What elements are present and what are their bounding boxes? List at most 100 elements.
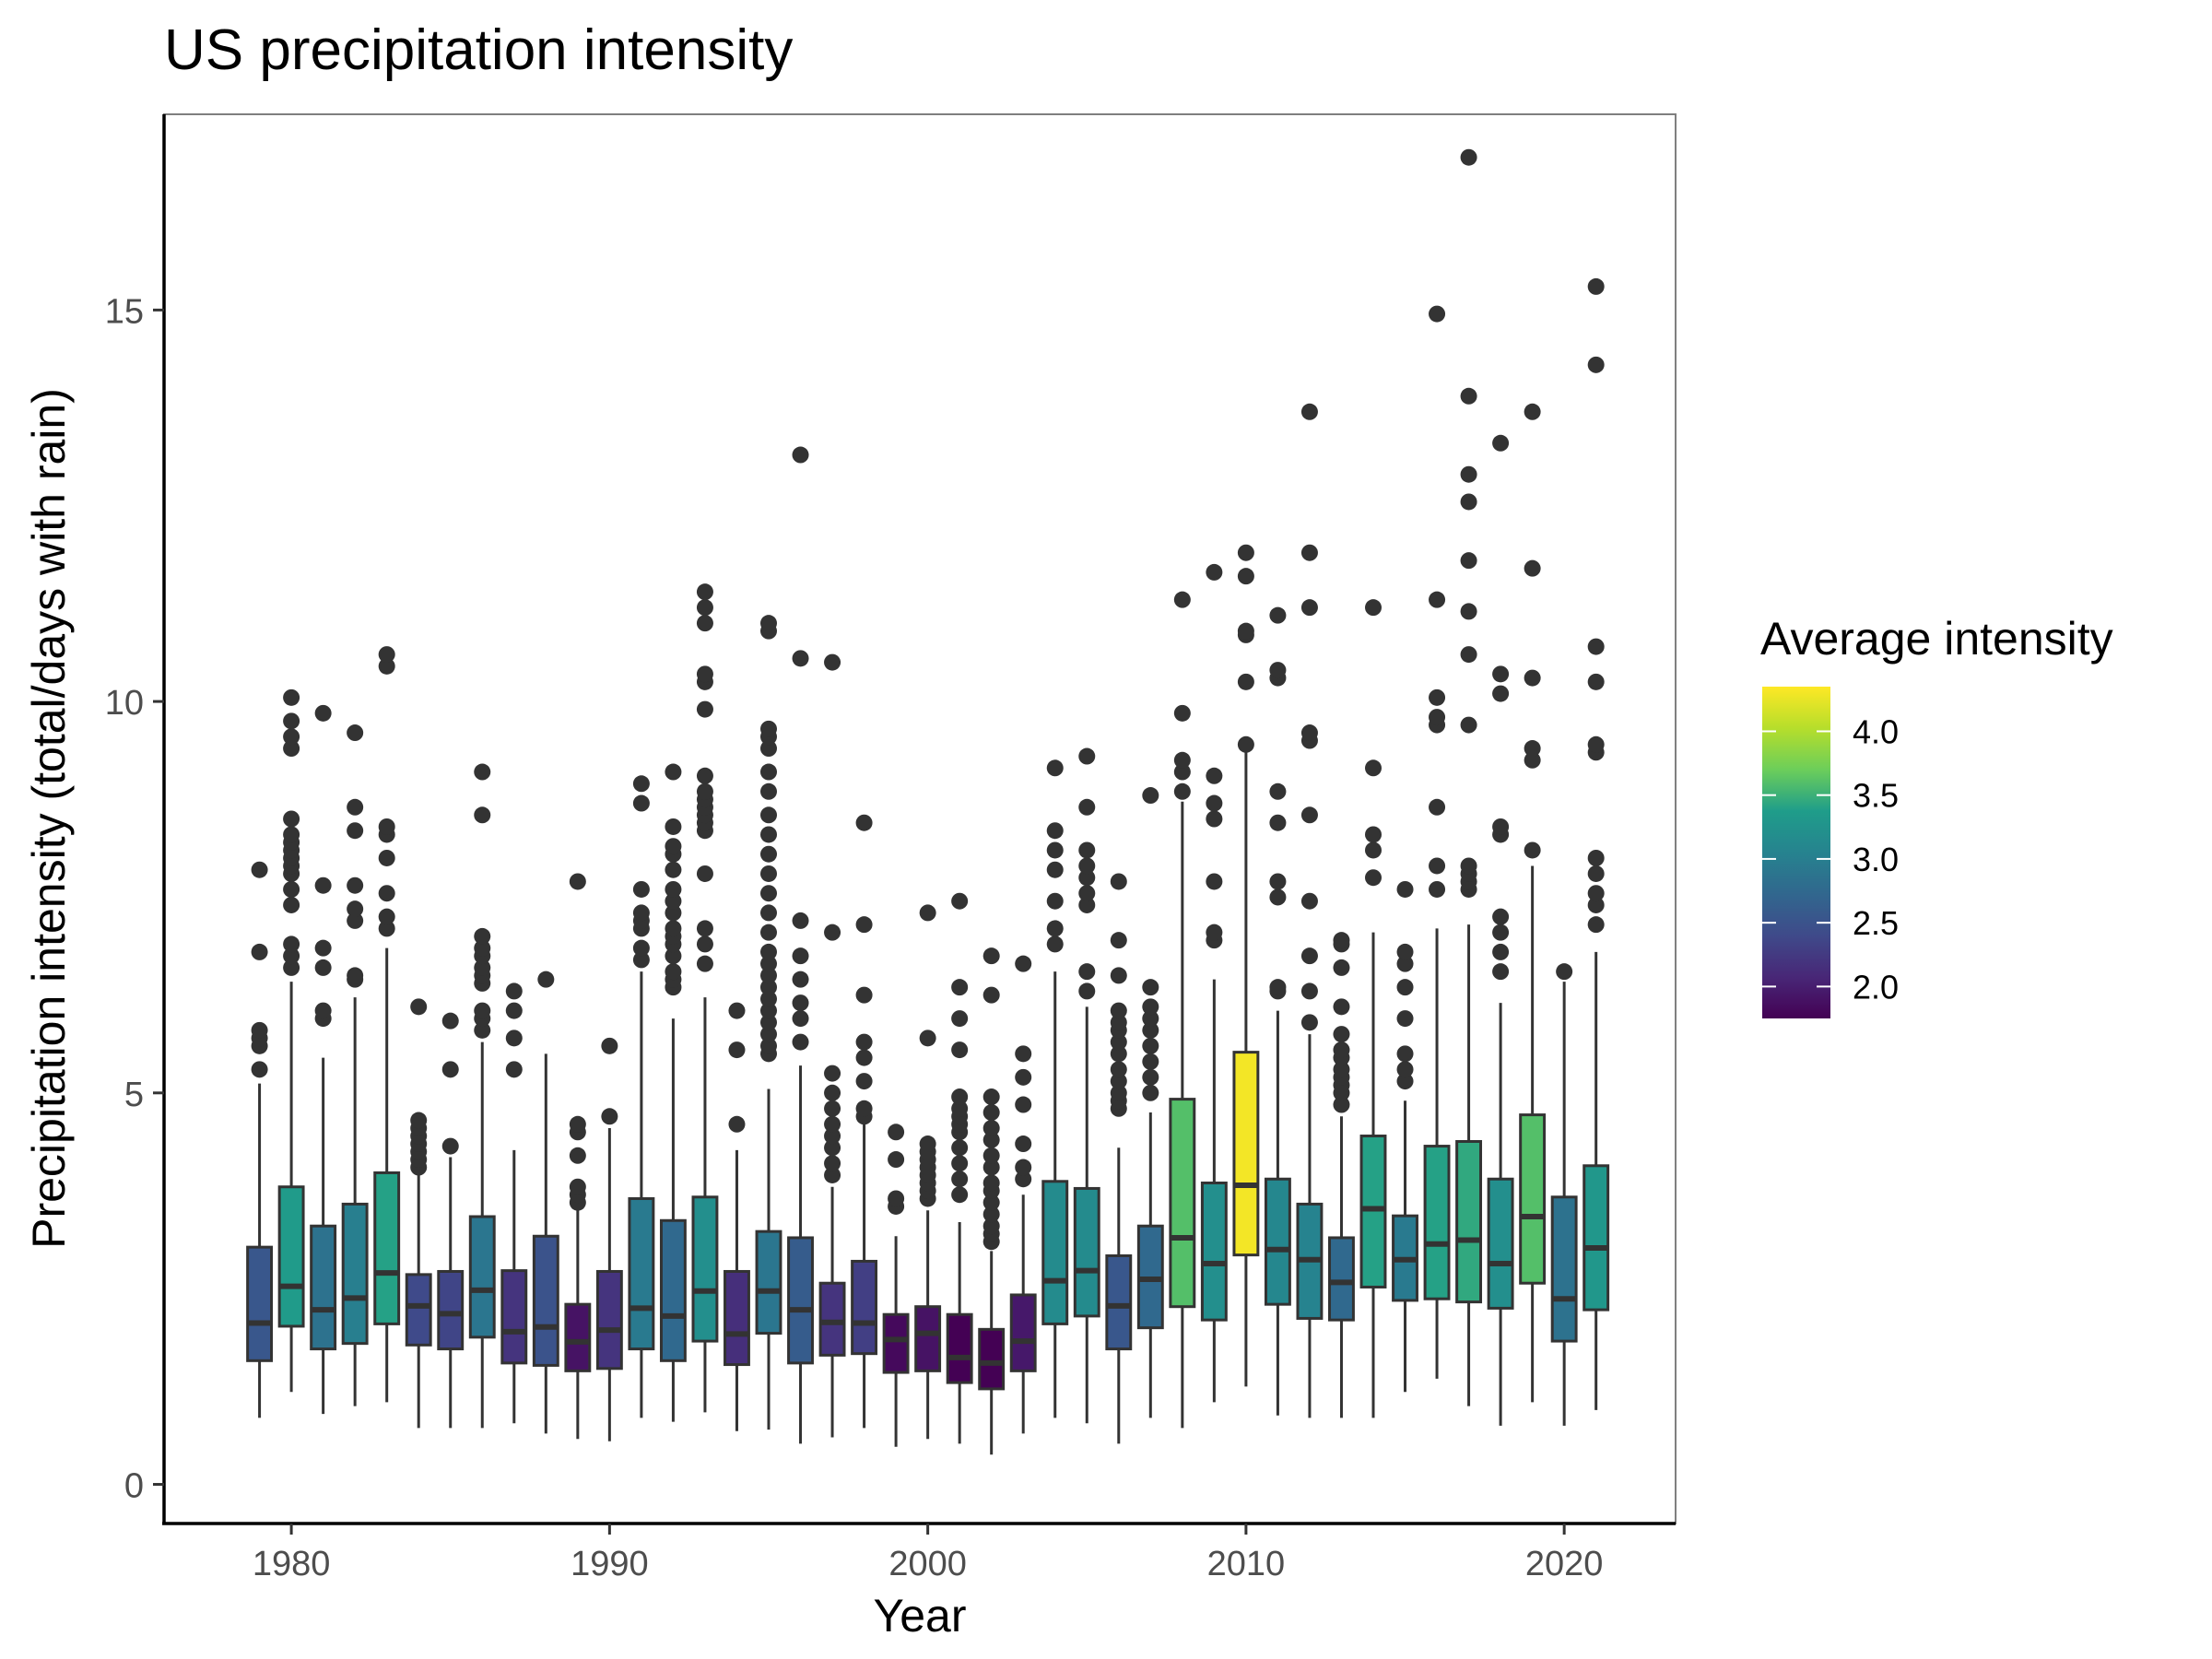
outlier-point [982, 1218, 1000, 1235]
outlier-point [1460, 603, 1477, 620]
box-body [1232, 1051, 1260, 1257]
box-body [914, 1305, 942, 1372]
box-body [1550, 1195, 1578, 1343]
outlier-point [1269, 888, 1287, 906]
outlier-point [696, 865, 713, 882]
outlier-point [1110, 1084, 1127, 1101]
outlier-point [474, 959, 491, 976]
outlier-point [824, 653, 841, 671]
outlier-point [1492, 665, 1510, 683]
box-body [564, 1302, 592, 1372]
outlier-point [1396, 1010, 1414, 1028]
outlier-point [1046, 759, 1064, 777]
x-axis-ticks: 1980 1990 2000 2010 2020 [253, 1524, 1603, 1583]
outlier-point [824, 1166, 841, 1183]
outlier-point [696, 700, 713, 718]
outlier-point [1046, 822, 1064, 840]
outlier-point [760, 955, 777, 972]
outlier-point [951, 892, 969, 910]
outlier-point [1269, 873, 1287, 890]
outlier-point [1110, 1073, 1127, 1090]
box-body [532, 1234, 559, 1367]
outlier-point [1429, 688, 1446, 706]
outlier-point [1460, 646, 1477, 664]
outlier-point [696, 583, 713, 601]
outlier-point [347, 724, 364, 742]
outlier-point [665, 880, 682, 898]
outlier-point [760, 845, 777, 863]
outlier-point [378, 920, 395, 937]
outlier-point [1078, 982, 1096, 1000]
box-1979 [246, 861, 274, 1418]
outlier-point [665, 963, 682, 981]
outlier-point [824, 924, 841, 941]
outlier-point [1492, 963, 1510, 981]
box-1986 [468, 763, 496, 1429]
outlier-point [632, 939, 650, 957]
outlier-point [855, 1073, 873, 1090]
x-tick-label: 1980 [253, 1545, 331, 1583]
box-2016 [1423, 305, 1451, 1379]
outlier-point [251, 1021, 268, 1039]
outlier-point [824, 1155, 841, 1172]
outlier-point [760, 885, 777, 902]
outlier-point [1237, 568, 1254, 585]
outlier-point [1110, 1014, 1127, 1031]
box-body [500, 1269, 528, 1365]
outlier-point [1396, 955, 1414, 972]
box-body [659, 1218, 687, 1362]
outlier-point [283, 959, 300, 976]
outlier-point [824, 1084, 841, 1101]
box-1999 [882, 1124, 910, 1447]
outlier-point [601, 1108, 618, 1125]
outlier-point [505, 1061, 523, 1078]
outlier-point [1015, 1045, 1032, 1063]
box-body [437, 1269, 465, 1351]
outlier-point [1015, 1068, 1032, 1086]
legend-ticks: 2.0 2.5 3.0 3.5 4.0 [1762, 712, 1899, 1006]
outlier-point [1300, 403, 1318, 420]
x-axis-title: Year [873, 1590, 966, 1641]
outlier-point [888, 1124, 905, 1141]
outlier-point [665, 892, 682, 910]
outlier-point [474, 1021, 491, 1039]
outlier-point [1269, 814, 1287, 831]
outlier-point [1015, 1096, 1032, 1113]
outlier-point [505, 1030, 523, 1047]
outlier-point [378, 885, 395, 902]
outlier-point [283, 947, 300, 965]
box-1988 [532, 971, 559, 1434]
outlier-point [919, 904, 936, 922]
outlier-point [1300, 544, 1318, 561]
outlier-point [665, 947, 682, 965]
outlier-point [1046, 841, 1064, 859]
box-2000 [914, 904, 942, 1440]
box-body [1009, 1293, 1037, 1372]
outlier-point [1300, 599, 1318, 617]
outlier-point [474, 939, 491, 957]
outlier-point [1524, 669, 1541, 687]
box-body [1519, 1113, 1547, 1285]
outlier-point [1492, 685, 1510, 702]
outlier-point [1237, 673, 1254, 690]
y-tick-label: 0 [124, 1467, 144, 1506]
outlier-point [569, 873, 586, 890]
outlier-point [1587, 896, 1605, 913]
outlier-point [283, 826, 300, 843]
outlier-point [474, 806, 491, 824]
legend-tick-label: 4.0 [1853, 712, 1899, 750]
y-axis-ticks: 0 5 10 15 [105, 292, 164, 1506]
outlier-point [1078, 885, 1096, 902]
outlier-point [441, 1061, 459, 1078]
outlier-point [1492, 434, 1510, 452]
outlier-point [760, 943, 777, 960]
box-body [373, 1171, 401, 1325]
outlier-point [919, 1135, 936, 1153]
box-1989 [564, 873, 592, 1440]
box-2002 [978, 947, 1006, 1455]
outlier-point [665, 904, 682, 922]
outlier-point [283, 810, 300, 828]
outlier-point [665, 861, 682, 878]
box-body [341, 1202, 369, 1346]
